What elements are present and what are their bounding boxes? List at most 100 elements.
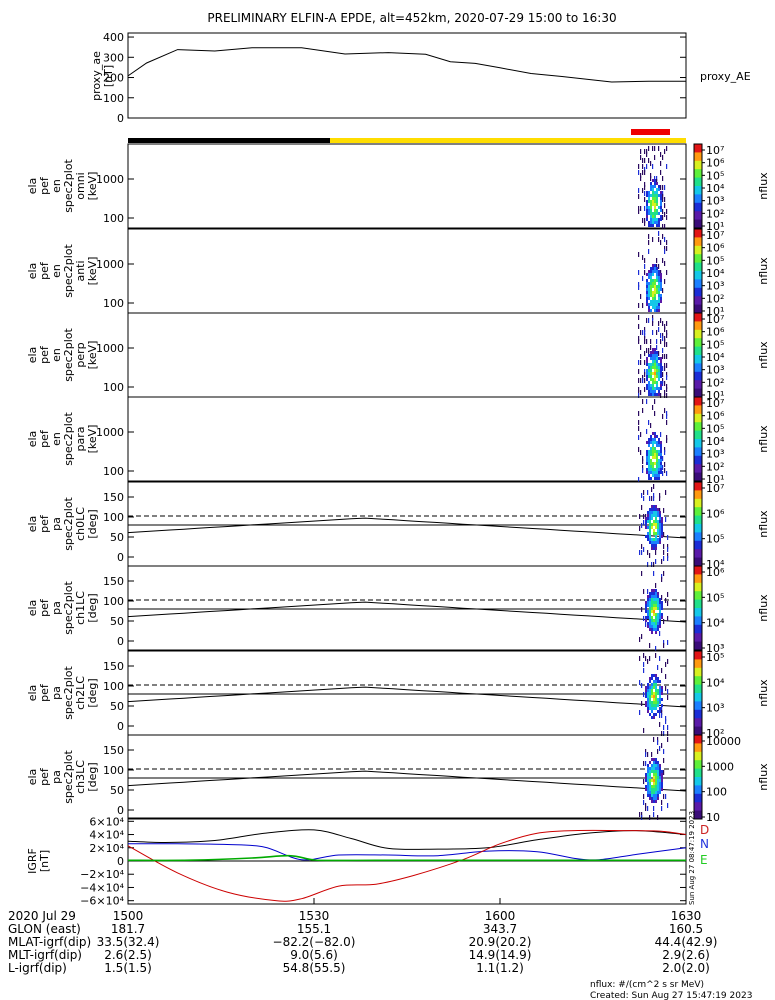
colorbar-segment [694,515,702,525]
spec-cell [659,746,661,751]
tick-value: 160.5 [669,922,703,936]
colorbar-segment [694,676,702,686]
spec-cell [650,462,652,465]
spec-cell [642,459,644,464]
spec-cell [648,194,650,197]
spec-cell [647,710,649,713]
spec-cell [655,646,657,651]
spec-cell [650,357,652,360]
spec-cell [656,276,658,279]
spec-cell [647,779,649,782]
spec-cell [641,523,643,528]
spec-cell [661,779,663,782]
spec-cell [659,520,661,523]
spec-cell [660,363,662,366]
spec-panel: ela pef pa spec2plot ch0LC [deg]15010050010⁷1… [26,481,770,571]
spec-cell [658,264,660,269]
spec-cell [653,707,655,710]
spec-cell [650,438,652,441]
colorbar: 10000 1000 100 10 nflux [693,734,770,824]
spec-cell [646,462,648,465]
spec-cell [652,348,654,351]
spec-cell [661,559,663,564]
colorbar-tick-label: 10⁶ [706,507,725,520]
spec-cell [655,589,657,592]
spec-cell [647,701,649,704]
spec-cell [646,375,648,378]
spec-cell [647,526,649,529]
colorbar-tick-label: 10¹ [706,473,724,486]
colorbar-tick-label: 10² [706,207,724,220]
colorbar-segment [694,743,702,753]
spec-cell [645,689,647,692]
ae-ytick-label: 400 [103,31,124,44]
spec-cell [651,562,653,567]
spec-cell [655,713,657,716]
spec-cell [656,357,658,360]
spec-cell [661,692,663,695]
spec-cell [644,360,646,365]
spec-cell [657,776,659,779]
spec-cell [656,375,658,378]
tick-value: 14.9(14.9) [469,948,532,962]
spec-cell [662,185,664,190]
spec-cell [656,450,658,453]
spec-cell [649,604,651,607]
spec-cell [650,270,652,273]
spec-cell [662,191,664,196]
spec-cell [645,604,647,607]
spec-cell [642,375,644,380]
spec-ylabel-line: spec2plot [62,159,75,213]
spec-cell [664,447,666,452]
spec-cell [640,176,642,181]
spec-panel-frame [127,312,687,398]
spec-cell [658,441,660,444]
spec-cell [654,450,656,453]
spec-cell [648,420,650,425]
spec-cell [646,164,648,169]
spec-cell [651,604,653,607]
spec-cell [656,279,658,282]
spec-cell [656,363,658,366]
spec-cell [657,788,659,791]
spec-cell [647,589,649,594]
spec-cell [646,218,648,221]
spec-cell [656,182,658,185]
tick-value: 1500 [113,909,144,923]
spec-cell [659,493,661,498]
colorbar-segment [694,355,702,364]
spec-cell [666,438,668,443]
spec-cell [663,640,665,645]
spec-ytick-label: 100 [103,595,124,608]
spec-cell [657,607,659,610]
colorbar: 10⁶ 10⁵ 10⁴ 10³ nflux [693,565,770,655]
spec-cell [653,589,655,592]
spec-cell [649,692,651,695]
spec-cell [666,164,668,169]
spec-cell [647,532,649,535]
spec-cell [648,200,650,203]
spec-cell [664,390,666,395]
spec-cell [656,303,658,306]
spec-cell [659,541,661,544]
spec-cell [659,601,661,604]
spec-cell [651,677,653,680]
spec-cell [648,191,650,194]
spec-cell [656,258,658,263]
colorbar-tick-label: 10⁴ [706,617,725,630]
spec-cell [652,267,654,270]
spec-cell [656,453,658,456]
colorbar-tick-label: 10³ [706,448,724,461]
spec-ylabel-line: ch3LC [74,760,87,794]
colorbar-tick-label: 10⁴ [706,558,725,571]
spec-panel: ela pef en spec2plot para [keV]100010010⁷10⁶1… [26,396,770,486]
spec-cell [646,203,648,206]
spec-cell [655,598,657,601]
spec-cell [646,194,648,197]
spec-cell [650,372,652,375]
spec-panel: ela pef pa spec2plot ch2LC [deg]15010050010⁵1… [26,650,770,740]
spec-cell [660,276,662,279]
spec-cell [646,399,648,404]
spec-cell [646,297,648,300]
